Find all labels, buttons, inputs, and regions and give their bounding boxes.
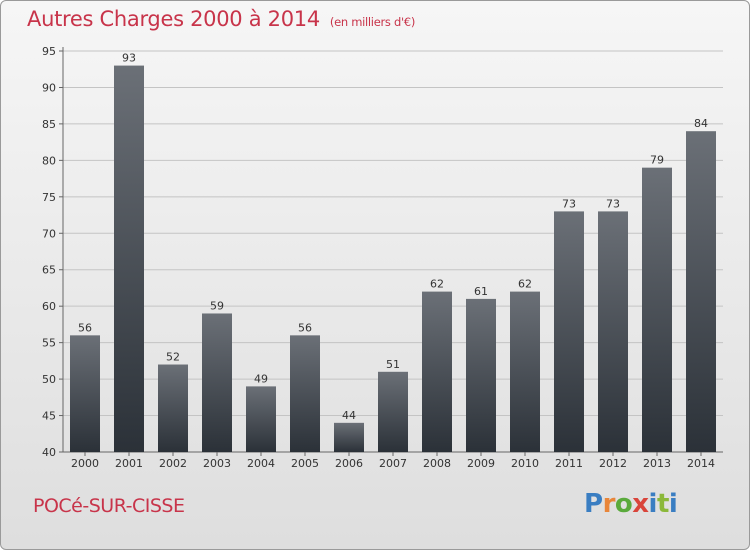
town-name: POCé-SUR-CISSE — [33, 495, 185, 517]
y-tick-label: 75 — [42, 191, 56, 204]
bars — [70, 65, 716, 452]
proxiti-logo: Proxiti — [584, 489, 678, 519]
bar — [510, 291, 540, 452]
bar — [334, 422, 364, 452]
y-tick-label: 65 — [42, 264, 56, 277]
y-tick-label: 60 — [42, 300, 56, 313]
x-tick-label: 2009 — [467, 457, 495, 470]
data-label: 73 — [606, 197, 620, 210]
y-tick-label: 80 — [42, 154, 56, 167]
x-tick-label: 2000 — [71, 457, 99, 470]
data-label: 51 — [386, 358, 400, 371]
bar — [70, 335, 100, 452]
data-label: 56 — [298, 321, 312, 334]
x-tick-label: 2008 — [423, 457, 451, 470]
y-tick-label: 50 — [42, 373, 56, 386]
y-tick-label: 85 — [42, 118, 56, 131]
data-label: 49 — [254, 372, 268, 385]
x-tick-label: 2003 — [203, 457, 231, 470]
logo-letter: P — [584, 489, 603, 519]
bar — [158, 364, 188, 452]
bar — [642, 167, 672, 452]
logo-letter: o — [614, 489, 633, 519]
bar — [598, 211, 628, 452]
x-tick-label: 2007 — [379, 457, 407, 470]
logo-letter: x — [632, 489, 649, 519]
data-label: 52 — [166, 351, 180, 364]
bar — [466, 298, 496, 452]
y-tick-label: 55 — [42, 337, 56, 350]
data-labels: 56 93 52 59 49 56 44 51 62 61 62 73 73 79 84 — [78, 52, 708, 422]
bar — [202, 313, 232, 452]
data-label: 62 — [430, 278, 444, 291]
x-tick-label: 2011 — [555, 457, 583, 470]
bar — [290, 335, 320, 452]
data-label: 73 — [562, 197, 576, 210]
y-tick-label: 45 — [42, 410, 56, 423]
x-tick-label: 2006 — [335, 457, 363, 470]
logo-letter: t — [656, 489, 669, 519]
chart-title: Autres Charges 2000 à 2014 (en milliers d… — [27, 7, 415, 31]
x-tick-label: 2004 — [247, 457, 275, 470]
x-tick-label: 2013 — [643, 457, 671, 470]
bar — [554, 211, 584, 452]
data-label: 61 — [474, 285, 488, 298]
tick-labels: 40 45 50 55 60 65 70 75 80 85 90 95 2000 2001 2002 2003… — [42, 45, 715, 470]
bar — [378, 371, 408, 452]
bar — [686, 131, 716, 452]
data-label: 56 — [78, 321, 92, 334]
logo-letter: i — [648, 489, 658, 519]
logo-letter: r — [602, 489, 616, 519]
y-tick-label: 40 — [42, 446, 56, 459]
y-tick-label: 95 — [42, 45, 56, 58]
data-label: 44 — [342, 409, 356, 422]
chart-title-text: Autres Charges 2000 à 2014 — [27, 7, 320, 31]
data-label: 59 — [210, 299, 224, 312]
x-tick-label: 2010 — [511, 457, 539, 470]
x-tick-label: 2012 — [599, 457, 627, 470]
x-tick-label: 2001 — [115, 457, 143, 470]
y-tick-label: 70 — [42, 227, 56, 240]
data-label: 84 — [694, 117, 708, 130]
x-tick-label: 2005 — [291, 457, 319, 470]
bar — [246, 386, 276, 452]
y-tick-label: 90 — [42, 81, 56, 94]
x-tick-label: 2014 — [687, 457, 715, 470]
data-label: 62 — [518, 278, 532, 291]
x-tick-label: 2002 — [159, 457, 187, 470]
data-label: 93 — [122, 52, 136, 65]
data-label: 79 — [650, 154, 664, 167]
bar — [422, 291, 452, 452]
chart-subtitle: (en milliers d'€) — [329, 15, 416, 29]
bar — [114, 65, 144, 452]
logo-letter: i — [668, 489, 678, 519]
